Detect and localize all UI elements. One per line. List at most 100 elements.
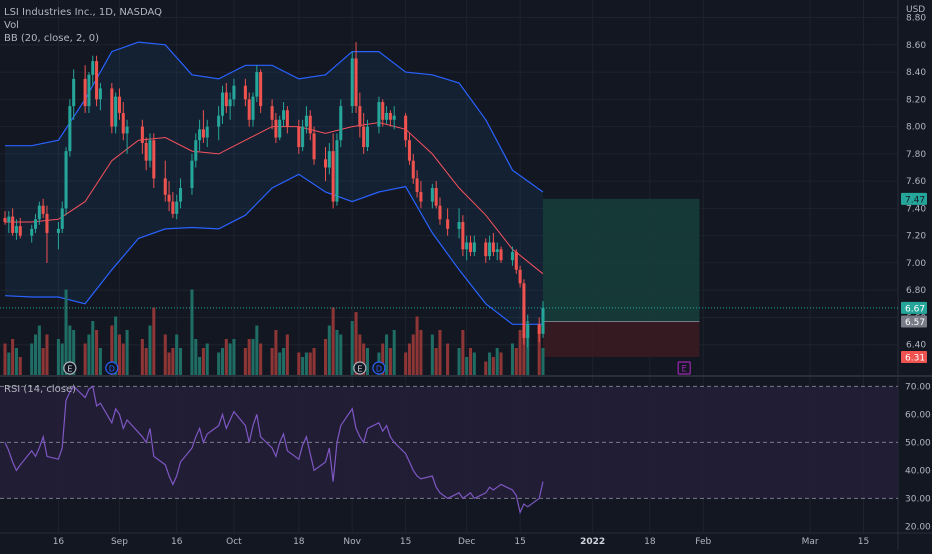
bollinger-legend[interactable]: BB (20, close, 2, 0) xyxy=(4,33,99,44)
candle-body xyxy=(438,205,442,220)
volume-bar xyxy=(327,325,331,375)
volume-bar xyxy=(541,348,545,375)
volume-bar xyxy=(365,348,370,375)
price-tick-label: 8.40 xyxy=(906,68,926,78)
candle-body xyxy=(484,242,488,257)
volume-bar xyxy=(518,330,522,375)
candle-body xyxy=(259,72,263,107)
volume-bar xyxy=(41,348,45,375)
volume-bar xyxy=(411,334,415,375)
volume-bar xyxy=(194,339,198,375)
time-tick-label: 18 xyxy=(644,537,656,547)
volume-bar xyxy=(91,321,95,375)
rsi-line xyxy=(4,385,544,515)
volume-bar xyxy=(434,348,438,375)
volume-legend[interactable]: Vol xyxy=(4,20,19,31)
candle-body xyxy=(327,151,331,168)
volume-bar xyxy=(339,334,343,375)
candle-body xyxy=(7,216,11,223)
candle-body xyxy=(171,201,175,214)
volume-bar xyxy=(297,352,301,375)
volume-bar xyxy=(385,334,389,375)
volume-bar xyxy=(308,352,312,375)
candle-body xyxy=(358,106,362,127)
rsi-legend[interactable]: RSI (14, close) xyxy=(4,384,77,395)
dividend-marker xyxy=(105,361,119,375)
volume-bar xyxy=(201,348,205,375)
candle-body xyxy=(217,115,221,127)
position-loss-zone xyxy=(543,321,700,358)
volume-bar xyxy=(323,339,328,375)
volume-bar xyxy=(171,348,175,375)
candle-body xyxy=(499,249,503,261)
volume-bar xyxy=(178,348,183,375)
candle-body xyxy=(472,242,476,253)
time-tick-label: 16 xyxy=(171,537,183,547)
candles xyxy=(3,42,545,348)
candle-body xyxy=(270,106,274,120)
rsi-tick-label: 70.00 xyxy=(905,382,931,392)
price-tag-label: 6.31 xyxy=(905,354,925,364)
price-tag-label: 7.47 xyxy=(905,195,925,205)
volume-bar xyxy=(491,357,495,375)
candle-body xyxy=(404,115,408,141)
volume-bar xyxy=(110,325,114,375)
candle-body xyxy=(495,249,499,253)
candle-body xyxy=(152,140,156,179)
candle-body xyxy=(381,102,385,120)
candle-body xyxy=(144,142,148,161)
volume-bar xyxy=(7,352,11,375)
volume-bar xyxy=(98,348,102,375)
rsi-tick-label: 30.00 xyxy=(905,494,931,504)
volume-bar xyxy=(465,357,469,375)
candle-body xyxy=(64,151,68,209)
candle-body xyxy=(323,159,328,168)
time-tick-label: 15 xyxy=(858,537,869,547)
candle-body xyxy=(255,72,259,97)
volume-bar xyxy=(270,348,274,375)
volume-bar xyxy=(95,330,99,375)
volume-bar xyxy=(117,334,121,375)
volume-bar xyxy=(232,339,236,375)
volume-bar xyxy=(484,361,488,375)
candle-body xyxy=(461,222,465,250)
volume-bar xyxy=(259,343,263,375)
price-tick-label: 7.00 xyxy=(906,259,926,269)
candle-body xyxy=(282,110,286,120)
volume-bar xyxy=(18,357,22,375)
time-tick-label: 15 xyxy=(400,537,411,547)
time-tick-label: Mar xyxy=(802,537,819,547)
candle-body xyxy=(33,219,38,229)
volume-bar xyxy=(205,343,209,375)
bollinger-fill xyxy=(5,42,543,325)
dividend-marker-label: D xyxy=(376,365,382,374)
volume-bar xyxy=(415,316,419,375)
price-tag-label: 6.67 xyxy=(905,304,925,314)
rsi-tick-label: 50.00 xyxy=(905,438,931,448)
candle-body xyxy=(251,96,255,120)
volume-bar xyxy=(125,330,129,375)
symbol-title[interactable]: LSI Industries Inc., 1D, NASDAQ xyxy=(4,7,163,18)
candle-body xyxy=(362,126,366,148)
currency-label[interactable]: USD xyxy=(906,5,926,15)
volume-bar xyxy=(282,348,286,375)
candle-body xyxy=(388,112,392,120)
volume-bar xyxy=(247,339,251,375)
candle-body xyxy=(224,92,228,107)
volume-bar xyxy=(461,330,465,375)
volume-bar xyxy=(278,352,282,375)
time-tick-label: 15 xyxy=(514,537,525,547)
candle-body xyxy=(45,213,49,233)
candle-body xyxy=(354,58,358,107)
price-tick-label: 8.80 xyxy=(906,14,926,24)
price-tick-label: 7.60 xyxy=(906,177,926,187)
volume-bar xyxy=(30,343,34,375)
candle-body xyxy=(419,192,423,202)
candle-body xyxy=(331,151,335,202)
volume-bar xyxy=(64,289,68,375)
candle-body xyxy=(434,187,438,206)
volume-bar xyxy=(217,352,221,375)
volume-bar xyxy=(446,343,450,375)
